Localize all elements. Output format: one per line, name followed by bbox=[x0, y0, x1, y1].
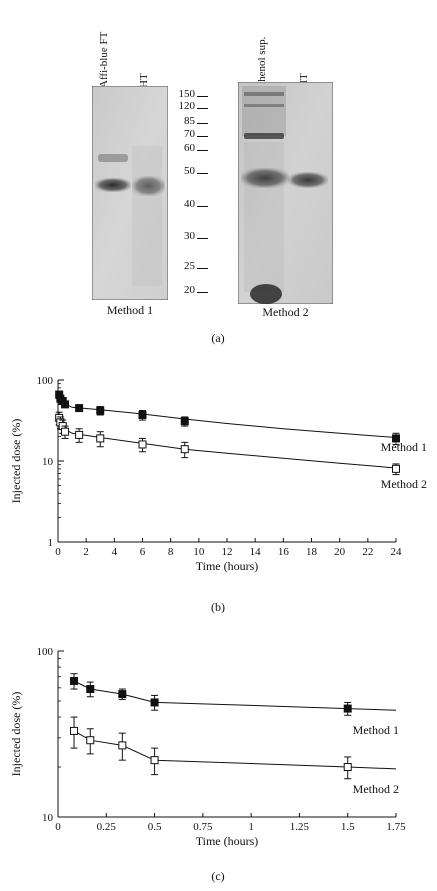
panel-a-label: (a) bbox=[211, 331, 225, 345]
panel-b-label: (b) bbox=[211, 600, 225, 614]
mw-20: 20 bbox=[184, 284, 195, 296]
x-tick-label: 0.5 bbox=[148, 821, 162, 833]
marker-method-1 bbox=[343, 704, 352, 713]
x-tick-label: 1.5 bbox=[341, 821, 355, 833]
marker-method-1 bbox=[138, 410, 147, 419]
x-tick-label: 0.75 bbox=[193, 821, 213, 833]
x-tick-label: 24 bbox=[391, 546, 403, 558]
y-tick-label: 100 bbox=[37, 375, 54, 387]
mw-85: 85 bbox=[184, 115, 195, 127]
marker-method-2 bbox=[118, 741, 127, 750]
y-tick-label: 100 bbox=[37, 646, 54, 658]
x-tick-label: 22 bbox=[362, 546, 373, 558]
marker-method-2 bbox=[150, 756, 159, 765]
series-label: Method 2 bbox=[381, 477, 427, 491]
marker-method-1 bbox=[180, 417, 189, 426]
gel2-caption: Method 2 bbox=[262, 305, 309, 319]
gel2-lane-label-1: Phenol sup. bbox=[256, 36, 268, 88]
gel-image-method-2 bbox=[238, 82, 333, 304]
mw-120: 120 bbox=[178, 100, 196, 112]
mw-25: 25 bbox=[184, 260, 195, 272]
series-fit-line bbox=[58, 425, 397, 469]
x-tick-label: 6 bbox=[140, 546, 146, 558]
y-axis-label: Injected dose (%) bbox=[9, 692, 23, 777]
gel1-caption: Method 1 bbox=[106, 303, 154, 317]
mw-150: 150 bbox=[178, 88, 196, 100]
x-tick-label: 16 bbox=[278, 546, 290, 558]
x-tick-label: 4 bbox=[112, 546, 118, 558]
marker-method-1 bbox=[86, 685, 95, 694]
mw-40: 40 bbox=[184, 198, 195, 210]
marker-method-1 bbox=[150, 698, 159, 707]
x-tick-label: 12 bbox=[222, 546, 233, 558]
marker-method-1 bbox=[392, 434, 400, 443]
marker-method-1 bbox=[70, 676, 79, 685]
mw-70: 70 bbox=[184, 128, 195, 140]
marker-method-2 bbox=[70, 726, 79, 735]
marker-method-2 bbox=[180, 445, 189, 454]
y-tick-label: 1 bbox=[48, 537, 54, 549]
x-axis-label: Time (hours) bbox=[196, 834, 259, 848]
y-axis-label: Injected dose (%) bbox=[9, 419, 23, 504]
marker-method-2 bbox=[96, 434, 105, 443]
panel-c-label: (c) bbox=[211, 869, 225, 883]
x-tick-label: 1 bbox=[248, 821, 254, 833]
marker-method-2 bbox=[392, 464, 400, 473]
x-tick-label: 20 bbox=[334, 546, 346, 558]
series-label: Method 1 bbox=[381, 440, 427, 454]
mw-60: 60 bbox=[184, 142, 195, 154]
mw-30: 30 bbox=[184, 230, 195, 242]
chart-panel-c: 0 0.25 0.5 0.75 1 1.25 1.5 1.75 10 100 Time (hours… bbox=[9, 646, 406, 848]
marker-method-1 bbox=[118, 690, 127, 699]
x-tick-label: 0.25 bbox=[97, 821, 117, 833]
gel1-lane-label-1: Affi-blue FT bbox=[98, 31, 110, 88]
gel-image-method-1 bbox=[92, 86, 168, 300]
marker-method-2 bbox=[61, 427, 70, 436]
marker-method-1 bbox=[96, 406, 105, 415]
x-tick-label: 10 bbox=[193, 546, 205, 558]
marker-method-2 bbox=[86, 736, 95, 745]
series-label: Method 1 bbox=[353, 723, 399, 737]
marker-method-2 bbox=[343, 763, 352, 772]
x-tick-label: 1.25 bbox=[290, 821, 310, 833]
x-tick-label: 8 bbox=[168, 546, 174, 558]
marker-method-1 bbox=[61, 400, 70, 409]
x-tick-label: 1.75 bbox=[386, 821, 406, 833]
x-tick-label: 0 bbox=[55, 821, 61, 833]
x-tick-label: 18 bbox=[306, 546, 318, 558]
y-tick-label: 10 bbox=[42, 812, 54, 824]
y-tick-label: 10 bbox=[42, 456, 54, 468]
marker-method-2 bbox=[75, 430, 84, 439]
x-axis-label: Time (hours) bbox=[196, 559, 259, 573]
marker-method-2 bbox=[138, 440, 147, 449]
mw-50: 50 bbox=[184, 165, 195, 177]
x-tick-label: 14 bbox=[250, 546, 262, 558]
series-label: Method 2 bbox=[353, 782, 399, 796]
series-fit-line bbox=[58, 400, 397, 438]
x-tick-label: 0 bbox=[55, 546, 61, 558]
panel-a: Affi-blue FT HT Phenol sup. HT 150 120 bbox=[0, 0, 437, 350]
marker-method-1 bbox=[75, 404, 84, 413]
x-tick-label: 2 bbox=[83, 546, 89, 558]
mw-markers: 150 120 85 70 60 50 40 30 25 20 bbox=[160, 85, 240, 305]
